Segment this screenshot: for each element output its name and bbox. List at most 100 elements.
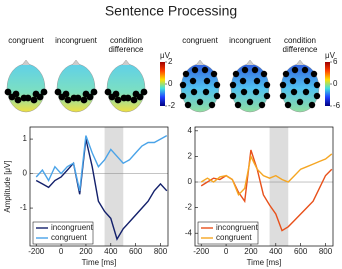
electrode [191, 66, 199, 74]
electrode [132, 90, 140, 98]
colorbar-tick-label: 0 [168, 79, 173, 88]
electrode [196, 98, 204, 106]
electrode [140, 88, 148, 96]
electrode [313, 81, 321, 89]
plot-frame [194, 126, 334, 247]
nose [245, 59, 255, 66]
electrode [179, 92, 187, 100]
electrode [253, 77, 261, 85]
legend-label: incongruent [216, 223, 259, 232]
title: Sentence Processing [105, 3, 237, 19]
electrode [239, 77, 247, 85]
nose [195, 59, 205, 66]
electrode [240, 88, 248, 96]
electrode [210, 70, 218, 78]
line [35, 134, 168, 191]
y-axis-label: Amplitude [μV] [3, 160, 12, 212]
electrode [310, 70, 318, 78]
x-tick-label: 600 [294, 247, 308, 256]
y-tick-label: 0 [23, 169, 28, 178]
y-tick-label: 4 [188, 126, 193, 135]
electrode [284, 101, 292, 109]
y-tick-label: 1 [23, 134, 28, 143]
legend-label: congruent [216, 233, 252, 242]
x-tick-label: 0 [59, 247, 64, 256]
electrode [62, 90, 70, 98]
electrode [189, 77, 197, 85]
y-tick-label: 0 [188, 177, 193, 186]
electrode [290, 88, 298, 96]
topo-label: incongruent [229, 36, 271, 45]
electrode [258, 101, 266, 109]
electrode [201, 66, 209, 74]
electrode [32, 90, 40, 98]
electrode [90, 88, 98, 96]
head [106, 63, 146, 113]
nose [295, 59, 305, 66]
electrode [313, 92, 321, 100]
x-tick-label: 800 [319, 247, 333, 256]
x-axis-label: Time [ms] [247, 258, 282, 267]
electrode [80, 96, 88, 104]
topo-label: condition difference [108, 36, 144, 54]
electrode [64, 96, 72, 104]
electrode [308, 101, 316, 109]
colorbar-tick-label: -6 [333, 101, 341, 110]
x-tick-label: 200 [79, 247, 93, 256]
electrode [260, 70, 268, 78]
electrode [251, 66, 259, 74]
electrode [202, 88, 210, 96]
electrode [241, 66, 249, 74]
electrode [289, 77, 297, 85]
plot-frame [29, 126, 169, 247]
electrode [184, 101, 192, 109]
line [200, 153, 333, 197]
electrode [130, 96, 138, 104]
x-tick-label: 0 [224, 247, 229, 256]
line [35, 138, 168, 241]
nose [121, 59, 131, 66]
electrode [12, 90, 20, 98]
electrode [124, 94, 132, 102]
head [56, 63, 96, 113]
electrode [232, 70, 240, 78]
colorbar [325, 62, 330, 106]
legend-label: incongruent [51, 223, 94, 232]
electrode [302, 88, 310, 96]
electrode [208, 101, 216, 109]
electrode [234, 101, 242, 109]
electrode [54, 88, 62, 96]
topo-label: condition difference [282, 36, 318, 54]
electrode [203, 77, 211, 85]
y-tick-label: -2 [185, 203, 193, 212]
electrode [282, 70, 290, 78]
colorbar-unit: μV [160, 51, 171, 60]
colorbar-unit: μV [325, 51, 336, 60]
line [200, 149, 333, 232]
head [6, 63, 46, 113]
nose [71, 59, 81, 66]
colorbar-tick-label: 6 [333, 57, 338, 66]
x-tick-label: 600 [129, 247, 143, 256]
topo-label: congruent [182, 36, 218, 45]
electrode [229, 92, 237, 100]
topo-label: incongruent [55, 36, 97, 45]
x-tick-label: 200 [244, 247, 258, 256]
electrode [4, 88, 12, 96]
x-tick-label: 400 [104, 247, 118, 256]
x-tick-label: -200 [193, 247, 210, 256]
y-tick-label: -4 [185, 228, 193, 237]
electrode [263, 81, 271, 89]
electrode [190, 88, 198, 96]
electrode [24, 94, 32, 102]
colorbar-tick-label: 0 [333, 79, 338, 88]
electrode [213, 92, 221, 100]
electrode [279, 81, 287, 89]
electrode [30, 96, 38, 104]
electrode [301, 66, 309, 74]
electrode [40, 88, 48, 96]
electrode [114, 96, 122, 104]
x-axis-label: Time [ms] [82, 258, 117, 267]
